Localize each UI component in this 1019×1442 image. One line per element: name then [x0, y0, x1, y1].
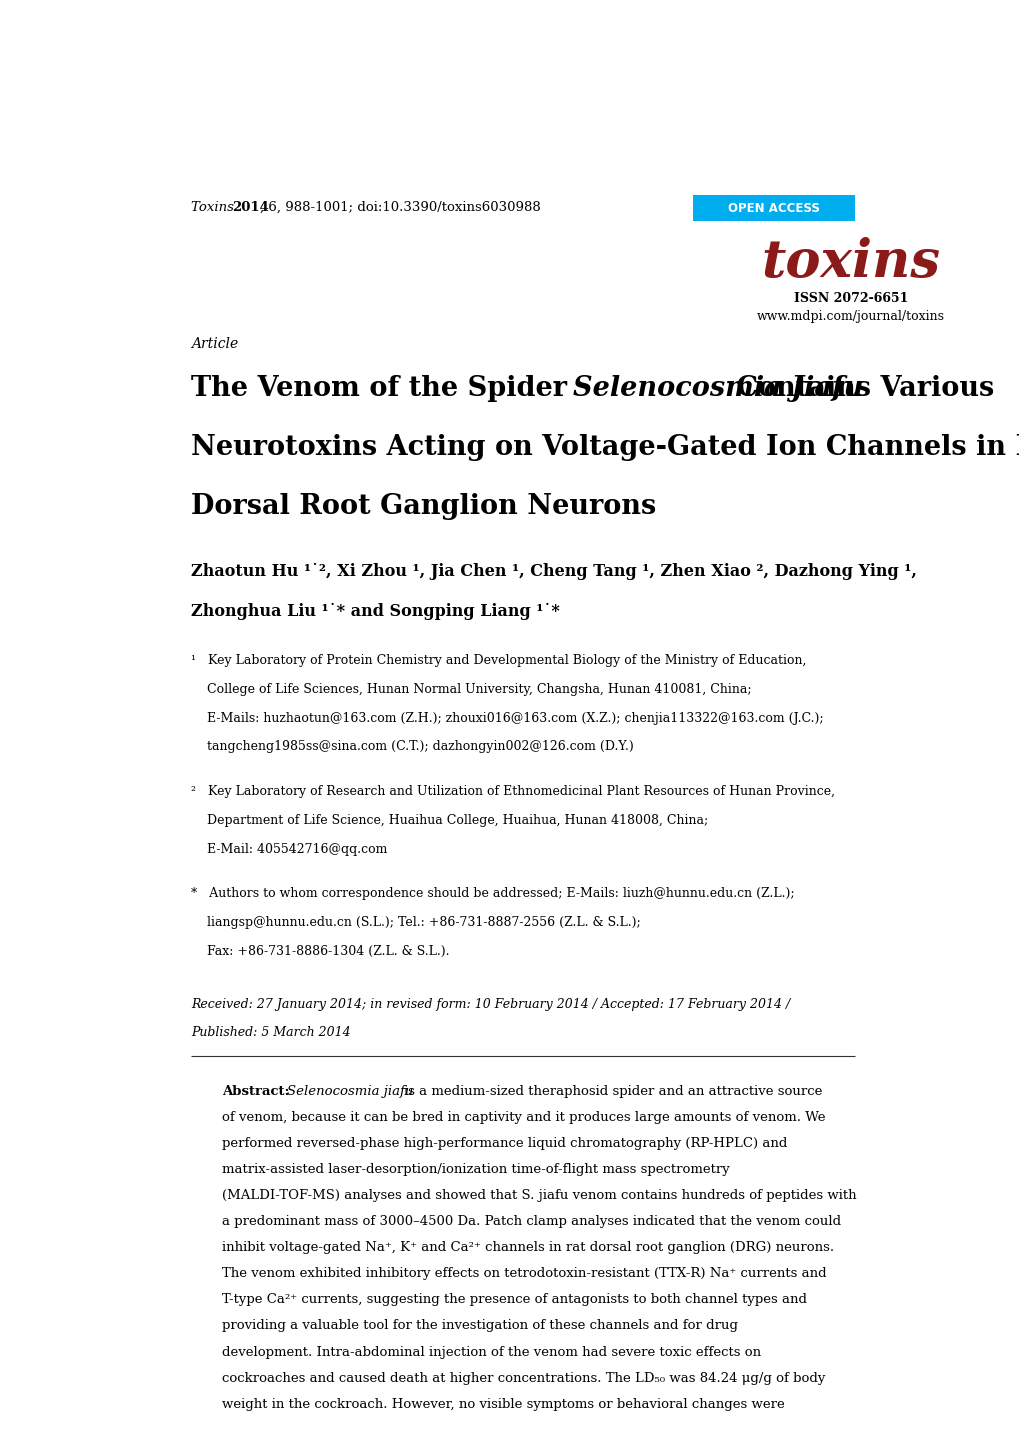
Text: ¹   Key Laboratory of Protein Chemistry and Developmental Biology of the Ministr: ¹ Key Laboratory of Protein Chemistry an…: [191, 653, 805, 666]
Text: (MALDI-TOF-MS) analyses and showed that S. jiafu venom contains hundreds of pept: (MALDI-TOF-MS) analyses and showed that …: [222, 1190, 856, 1203]
Text: Received: 27 January 2014; in revised form: 10 February 2014 / Accepted: 17 Febr: Received: 27 January 2014; in revised fo…: [191, 998, 790, 1011]
Text: www.mdpi.com/journal/toxins: www.mdpi.com/journal/toxins: [756, 310, 944, 323]
Text: , 6, 988-1001; doi:10.3390/toxins6030988: , 6, 988-1001; doi:10.3390/toxins6030988: [260, 200, 540, 213]
Text: The venom exhibited inhibitory effects on tetrodotoxin-resistant (TTX-R) Na⁺ cur: The venom exhibited inhibitory effects o…: [222, 1268, 826, 1280]
Text: a predominant mass of 3000–4500 Da. Patch clamp analyses indicated that the veno: a predominant mass of 3000–4500 Da. Patc…: [222, 1216, 841, 1229]
Text: Selenocosmia jiafu: Selenocosmia jiafu: [287, 1084, 413, 1097]
Text: cockroaches and caused death at higher concentrations. The LD₅₀ was 84.24 μg/g o: cockroaches and caused death at higher c…: [222, 1371, 825, 1384]
Text: Neurotoxins Acting on Voltage-Gated Ion Channels in Rat: Neurotoxins Acting on Voltage-Gated Ion …: [191, 434, 1019, 461]
Text: E-Mails: huzhaotun@163.com (Z.H.); zhouxi016@163.com (X.Z.); chenjia113322@163.c: E-Mails: huzhaotun@163.com (Z.H.); zhoux…: [191, 711, 822, 724]
Text: Abstract:: Abstract:: [222, 1084, 289, 1097]
Text: toxins: toxins: [760, 238, 940, 288]
Text: Contains Various: Contains Various: [727, 375, 994, 402]
Text: Zhaotun Hu ¹˙², Xi Zhou ¹, Jia Chen ¹, Cheng Tang ¹, Zhen Xiao ², Dazhong Ying ¹: Zhaotun Hu ¹˙², Xi Zhou ¹, Jia Chen ¹, C…: [191, 562, 916, 580]
Text: development. Intra-abdominal injection of the venom had severe toxic effects on: development. Intra-abdominal injection o…: [222, 1345, 761, 1358]
Text: 2014: 2014: [231, 200, 268, 213]
Text: Selenocosmia Jiafu: Selenocosmia Jiafu: [572, 375, 862, 402]
Text: The Venom of the Spider: The Venom of the Spider: [191, 375, 576, 402]
Text: Zhonghua Liu ¹˙* and Songping Liang ¹˙*: Zhonghua Liu ¹˙* and Songping Liang ¹˙*: [191, 603, 559, 620]
Text: is a medium-sized theraphosid spider and an attractive source: is a medium-sized theraphosid spider and…: [404, 1084, 821, 1097]
Text: performed reversed-phase high-performance liquid chromatography (RP-HPLC) and: performed reversed-phase high-performanc…: [222, 1136, 787, 1149]
Text: liangsp@hunnu.edu.cn (S.L.); Tel.: +86-731-8887-2556 (Z.L. & S.L.);: liangsp@hunnu.edu.cn (S.L.); Tel.: +86-7…: [191, 916, 640, 929]
Text: E-Mail: 405542716@qq.com: E-Mail: 405542716@qq.com: [191, 842, 387, 855]
Text: inhibit voltage-gated Na⁺, K⁺ and Ca²⁺ channels in rat dorsal root ganglion (DRG: inhibit voltage-gated Na⁺, K⁺ and Ca²⁺ c…: [222, 1242, 834, 1255]
Text: weight in the cockroach. However, no visible symptoms or behavioral changes were: weight in the cockroach. However, no vis…: [222, 1397, 785, 1410]
Text: *   Authors to whom correspondence should be addressed; E-Mails: liuzh@hunnu.edu: * Authors to whom correspondence should …: [191, 887, 794, 900]
Text: Fax: +86-731-8886-1304 (Z.L. & S.L.).: Fax: +86-731-8886-1304 (Z.L. & S.L.).: [191, 945, 448, 957]
Text: providing a valuable tool for the investigation of these channels and for drug: providing a valuable tool for the invest…: [222, 1319, 738, 1332]
Text: Article: Article: [191, 337, 237, 352]
Text: College of Life Sciences, Hunan Normal University, Changsha, Hunan 410081, China: College of Life Sciences, Hunan Normal U…: [191, 682, 751, 695]
Text: Department of Life Science, Huaihua College, Huaihua, Hunan 418008, China;: Department of Life Science, Huaihua Coll…: [191, 813, 707, 826]
Text: ISSN 2072-6651: ISSN 2072-6651: [793, 291, 907, 304]
Text: ²   Key Laboratory of Research and Utilization of Ethnomedicinal Plant Resources: ² Key Laboratory of Research and Utiliza…: [191, 784, 834, 797]
Text: Dorsal Root Ganglion Neurons: Dorsal Root Ganglion Neurons: [191, 493, 655, 519]
Text: Toxins: Toxins: [191, 200, 237, 213]
Text: tangcheng1985ss@sina.com (C.T.); dazhongyin002@126.com (D.Y.): tangcheng1985ss@sina.com (C.T.); dazhong…: [191, 740, 633, 753]
Text: matrix-assisted laser-desorption/ionization time-of-flight mass spectrometry: matrix-assisted laser-desorption/ionizat…: [222, 1162, 730, 1175]
FancyBboxPatch shape: [692, 195, 854, 221]
Text: OPEN ACCESS: OPEN ACCESS: [728, 202, 819, 215]
Text: T-type Ca²⁺ currents, suggesting the presence of antagonists to both channel typ: T-type Ca²⁺ currents, suggesting the pre…: [222, 1293, 807, 1306]
Text: of venom, because it can be bred in captivity and it produces large amounts of v: of venom, because it can be bred in capt…: [222, 1110, 825, 1123]
Text: Published: 5 March 2014: Published: 5 March 2014: [191, 1025, 350, 1038]
